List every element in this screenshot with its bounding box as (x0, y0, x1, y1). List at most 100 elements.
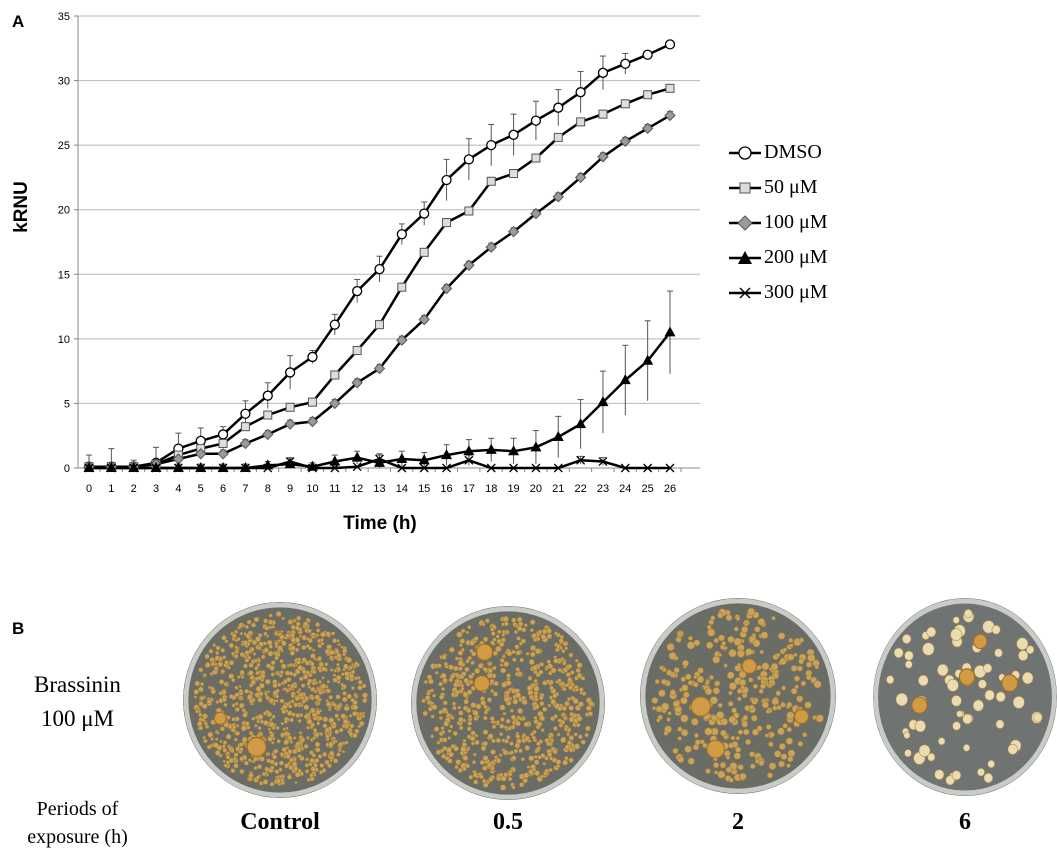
x-tick-label: 23 (597, 483, 609, 495)
data-point (619, 374, 631, 385)
data-point (239, 437, 252, 450)
data-point (464, 206, 474, 216)
data-point (352, 462, 362, 472)
data-point (351, 451, 363, 462)
data-point (84, 463, 94, 473)
data-point (620, 463, 630, 473)
data-point (284, 458, 296, 469)
data-point (486, 176, 496, 186)
data-point (463, 154, 475, 165)
data-point (263, 410, 273, 420)
data-point (172, 462, 184, 472)
legend-item-300um: 300 μM (728, 275, 828, 310)
data-point (330, 370, 340, 380)
data-point (217, 462, 229, 472)
y-tick-label: 35 (58, 11, 70, 23)
periods-label-line-2: exposure (h) (27, 826, 128, 848)
y-tick-label: 10 (58, 334, 70, 346)
diamond-marker-icon (729, 214, 761, 231)
x-tick-label: 7 (242, 483, 248, 495)
square-marker-icon (729, 182, 761, 193)
data-point (619, 135, 632, 147)
data-point (641, 122, 654, 135)
data-point (531, 153, 541, 163)
data-point (308, 463, 317, 473)
data-point (553, 132, 563, 142)
y-axis-label: kRNU (11, 181, 32, 233)
cross-marker-icon (729, 287, 761, 298)
period-label-0-5: 0.5 (493, 809, 523, 835)
data-point (375, 454, 384, 464)
data-point (396, 334, 408, 346)
data-point (440, 282, 453, 295)
treatment-line-1: Brassinin (34, 672, 121, 697)
x-tick-label: 1 (108, 483, 114, 495)
data-point (530, 115, 542, 126)
data-point (643, 463, 653, 473)
data-point (306, 415, 319, 428)
data-point (442, 463, 451, 473)
x-tick-label: 3 (153, 483, 159, 495)
legend-item-100um: 100 μM (728, 205, 828, 240)
data-point (508, 445, 520, 456)
data-point (218, 463, 228, 473)
petri-dish-0-5h-image (411, 606, 605, 800)
x-tick-label: 26 (664, 483, 676, 495)
x-tick-label: 9 (287, 483, 293, 495)
periods-label-line-1: Periods of (36, 798, 119, 820)
petri-dish-6h-image (873, 598, 1057, 796)
data-point (217, 448, 229, 460)
legend-item-50um: 50 μM (728, 170, 828, 205)
data-point (507, 225, 520, 238)
data-point (598, 457, 608, 467)
y-tick-label: 20 (58, 205, 70, 217)
data-point (373, 362, 386, 375)
data-point (486, 139, 497, 151)
x-tick-label: 12 (351, 483, 363, 495)
data-point (151, 463, 161, 473)
x-tick-label: 10 (306, 483, 318, 495)
data-point (306, 460, 318, 471)
x-tick-label: 24 (619, 483, 631, 495)
legend-label: DMSO (764, 141, 822, 163)
data-point (419, 463, 429, 473)
data-point (642, 49, 653, 60)
data-point (262, 459, 274, 470)
data-point (575, 87, 586, 98)
data-point (329, 455, 341, 466)
data-point (374, 456, 385, 467)
data-point (597, 67, 609, 78)
x-tick-label: 0 (86, 483, 92, 495)
data-point (217, 429, 229, 440)
data-point (419, 208, 430, 219)
data-point (218, 438, 228, 448)
data-point (665, 83, 675, 93)
data-point (351, 377, 363, 389)
data-point (485, 241, 497, 253)
y-tick-label: 25 (58, 140, 70, 152)
x-tick-label: 4 (175, 483, 181, 495)
x-tick-label: 18 (485, 483, 497, 495)
data-point (330, 463, 340, 473)
data-point (530, 441, 542, 452)
legend-label: 100 μM (764, 211, 828, 233)
data-point (598, 109, 608, 119)
data-point (375, 320, 384, 330)
x-tick-label: 20 (530, 483, 542, 495)
x-tick-label: 15 (418, 483, 430, 495)
data-point (553, 463, 563, 473)
data-point (418, 454, 430, 465)
y-tick-label: 0 (64, 463, 70, 475)
data-point (239, 462, 251, 472)
data-point (530, 207, 542, 220)
data-point (83, 462, 95, 472)
data-point (374, 263, 385, 275)
data-point (419, 247, 429, 257)
data-point (597, 396, 609, 407)
data-point (574, 171, 587, 184)
data-point (576, 455, 586, 465)
open-circle-marker-icon (729, 145, 761, 160)
data-point (352, 345, 362, 355)
data-point (173, 463, 183, 473)
x-tick-label: 16 (440, 483, 452, 495)
